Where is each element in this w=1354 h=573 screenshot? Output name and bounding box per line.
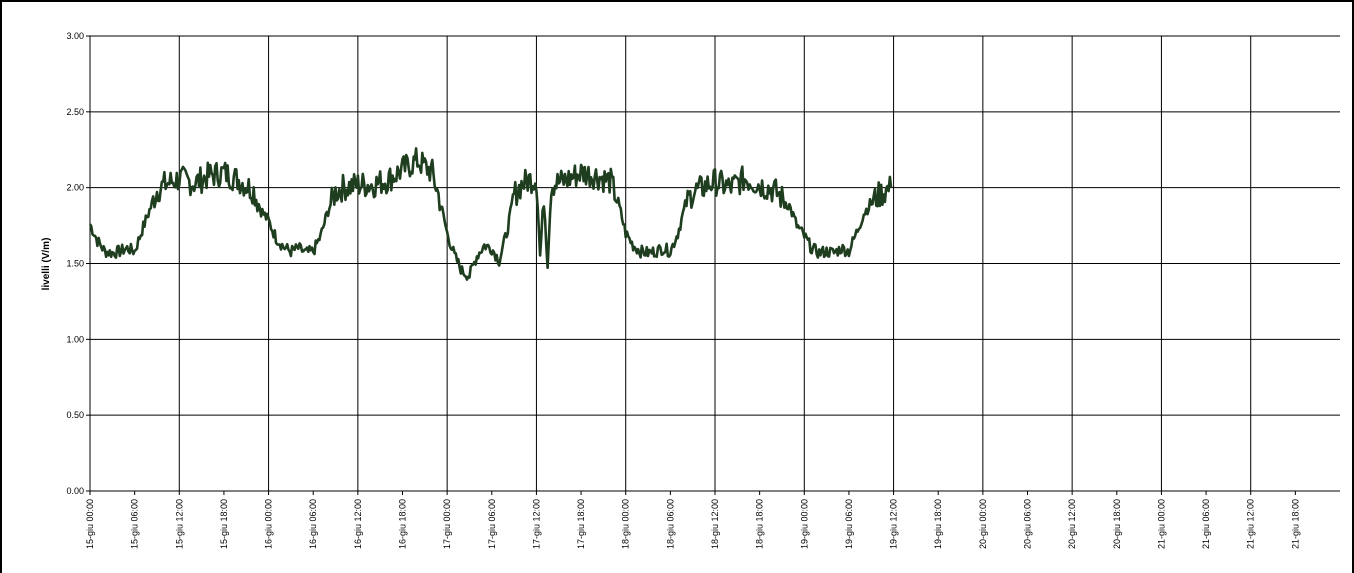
x-tick-label: 15-giu 12:00 xyxy=(174,499,184,549)
x-tick-label: 21-giu 18:00 xyxy=(1290,499,1300,549)
x-tick-label: 20-giu 18:00 xyxy=(1112,499,1122,549)
x-tick-label: 21-giu 12:00 xyxy=(1246,499,1256,549)
x-tick-label: 16-giu 00:00 xyxy=(264,499,274,549)
x-tick-label: 17-giu 18:00 xyxy=(576,499,586,549)
x-tick-label: 20-giu 06:00 xyxy=(1023,499,1033,549)
y-tick-labels: 0.00 0.50 1.00 1.50 2.00 2.50 3.00 xyxy=(66,31,84,496)
y-tick-label: 1.00 xyxy=(66,334,84,344)
x-tick-label: 17-giu 06:00 xyxy=(487,499,497,549)
x-tick-label: 21-giu 00:00 xyxy=(1156,499,1166,549)
x-tick-label: 15-giu 18:00 xyxy=(219,499,229,549)
y-tick-label: 0.50 xyxy=(66,410,84,420)
y-tick-label: 3.00 xyxy=(66,31,84,41)
y-tick-label: 2.00 xyxy=(66,183,84,193)
x-tick-label: 16-giu 06:00 xyxy=(308,499,318,549)
x-tick-label: 19-giu 00:00 xyxy=(799,499,809,549)
x-tick-label: 16-giu 18:00 xyxy=(398,499,408,549)
x-tick-label: 18-giu 12:00 xyxy=(710,499,720,549)
x-tick-label: 21-giu 06:00 xyxy=(1201,499,1211,549)
x-tick-label: 19-giu 06:00 xyxy=(844,499,854,549)
x-tick-label: 15-giu 06:00 xyxy=(130,499,140,549)
series xyxy=(88,147,893,281)
x-tick-label: 18-giu 00:00 xyxy=(621,499,631,549)
x-tick-label: 15-giu 00:00 xyxy=(85,499,95,549)
grid-lines xyxy=(90,35,1340,492)
x-tick-label: 18-giu 06:00 xyxy=(665,499,675,549)
x-tick-label: 17-giu 12:00 xyxy=(531,499,541,549)
x-tick-label: 16-giu 12:00 xyxy=(353,499,363,549)
x-tick-label: 20-giu 12:00 xyxy=(1067,499,1077,549)
x-tick-label: 18-giu 18:00 xyxy=(755,499,765,549)
y-tick-label: 1.50 xyxy=(66,259,84,269)
x-tick-labels: 15-giu 00:00 15-giu 06:00 15-giu 12:00 15-g… xyxy=(85,499,1300,549)
x-tick-label: 17-giu 00:00 xyxy=(442,499,452,549)
y-tick-label: 2.50 xyxy=(66,107,84,117)
x-tick-label: 20-giu 00:00 xyxy=(978,499,988,549)
y-tick-label: 0.00 xyxy=(66,486,84,496)
axes xyxy=(86,35,1340,495)
x-tick-label: 19-giu 12:00 xyxy=(889,499,899,549)
x-tick-label: 19-giu 18:00 xyxy=(933,499,943,549)
series-line xyxy=(88,147,893,281)
y-axis-label: livelli (V/m) xyxy=(41,238,52,291)
